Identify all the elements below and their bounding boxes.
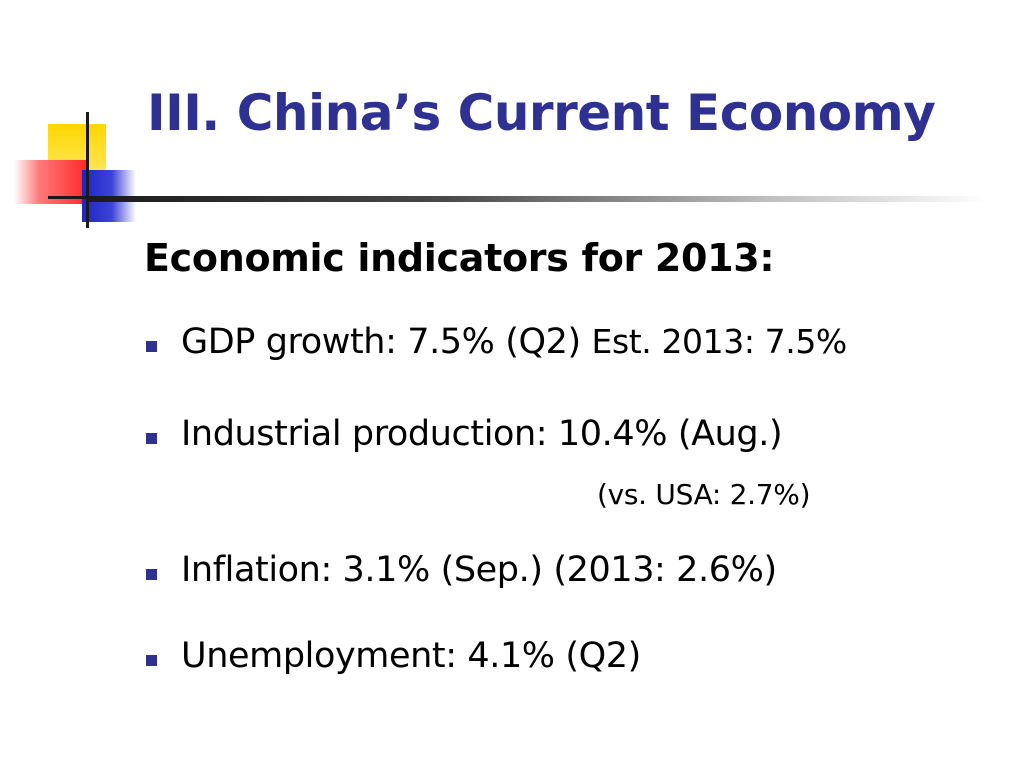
bullet-item-gdp-main: GDP growth: 7.5% (Q2) xyxy=(181,322,592,362)
title-underline xyxy=(88,196,988,202)
bullet-item-unemployment: Unemployment: 4.1% (Q2) xyxy=(181,636,641,676)
bullet-item-inflation: Inflation: 3.1% (Sep.) (2013: 2.6%) xyxy=(181,550,777,590)
bullet-item-gdp: GDP growth: 7.5% (Q2) Est. 2013: 7.5% xyxy=(181,322,847,362)
slide-subtitle: Economic indicators for 2013: xyxy=(144,236,775,280)
bullet-square-icon xyxy=(146,433,157,444)
bullet-item-gdp-estimate: Est. 2013: 7.5% xyxy=(591,322,848,361)
decorative-logo xyxy=(0,0,150,240)
bullet-item-industrial-production: Industrial production: 10.4% (Aug.) xyxy=(181,414,783,454)
vertical-line-shape xyxy=(86,112,89,228)
slide-title: III. China’s Current Economy xyxy=(147,84,936,142)
bullet-square-icon xyxy=(146,569,157,580)
bullet-square-icon xyxy=(146,655,157,666)
bullet-square-icon xyxy=(146,341,157,352)
bullet-item-industrial-production-note: (vs. USA: 2.7%) xyxy=(597,478,811,511)
